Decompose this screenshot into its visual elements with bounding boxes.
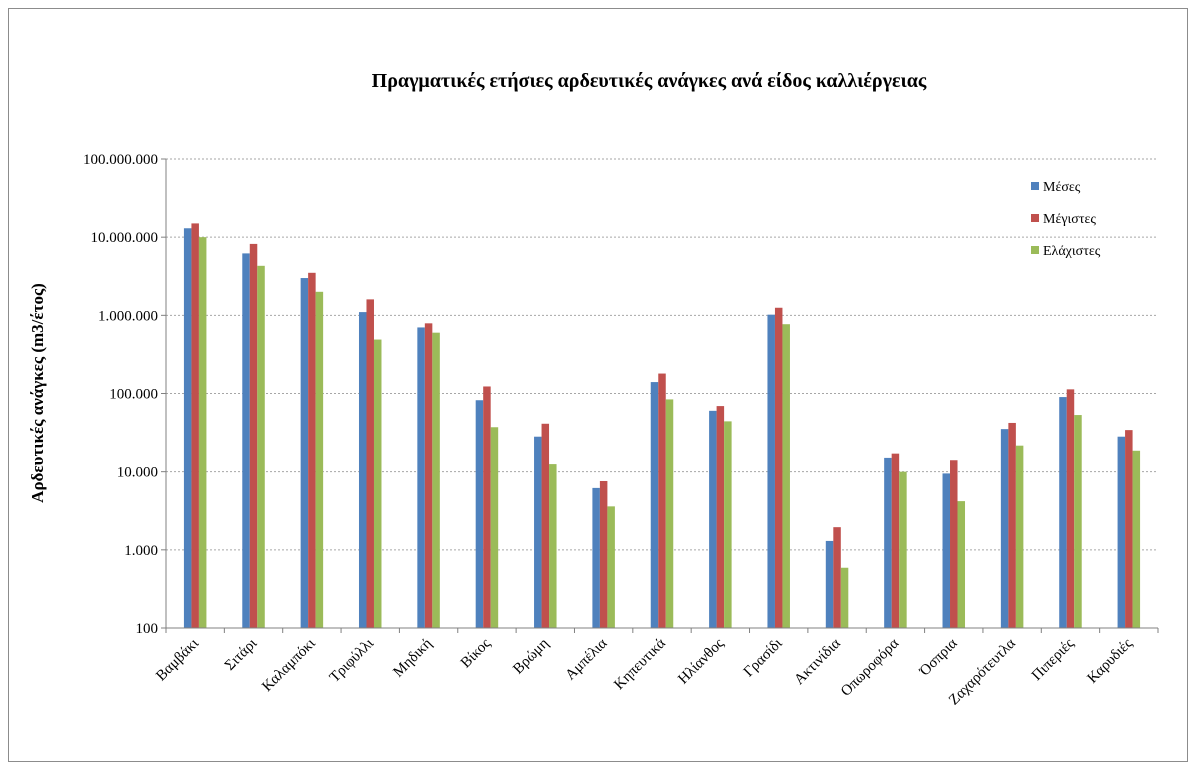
legend-swatch [1031, 182, 1039, 190]
bar [417, 327, 425, 628]
bar [191, 223, 199, 628]
bar [782, 324, 790, 628]
x-tick-label: Ηλίανθος [675, 635, 727, 687]
x-tick-label: Καρυδιές [1084, 635, 1135, 686]
y-axis-label: Αρδευτικές ανάγκες (m3/έτος) [28, 283, 47, 503]
x-tick-label: Σιτάρι [222, 636, 260, 674]
x-tick-label: Αμπέλια [563, 635, 611, 683]
x-tick-label: Κηπευτικά [611, 635, 669, 693]
bar [475, 400, 484, 628]
x-tick-label: Γρασίδι [741, 636, 786, 681]
x-tick-label: Ακτινίδια [791, 635, 844, 688]
bar [1066, 389, 1075, 628]
x-tick-label: Βρώμη [510, 635, 552, 677]
y-tick-label: 1.000.000 [98, 308, 158, 324]
bar [658, 373, 666, 628]
bar [308, 272, 316, 628]
legend-label: Ελάχιστες [1043, 244, 1101, 259]
legend: Μέσες Μέγιστες Ελάχιστες [1031, 180, 1101, 259]
bar [366, 299, 374, 628]
bar [884, 457, 892, 628]
bar [840, 567, 849, 628]
y-tick-label: 1.000 [124, 543, 158, 559]
bar [549, 464, 557, 628]
y-tick-label: 100.000.000 [83, 152, 158, 168]
bar [534, 436, 542, 628]
bar [490, 427, 499, 628]
bar [833, 527, 841, 628]
bar [432, 332, 440, 628]
x-tick-label: Πιπεριές [1029, 635, 1077, 683]
y-tick-label: 10.000 [117, 465, 158, 481]
x-tick-label: Όσπρια [916, 635, 961, 680]
bar [665, 399, 674, 628]
bar [1074, 415, 1082, 628]
bar [607, 506, 615, 628]
bar [767, 314, 775, 628]
bar [541, 423, 550, 628]
chart-title: Πραγματικές ετήσιες αρδευτικές ανάγκες α… [372, 70, 927, 92]
bar [249, 243, 258, 628]
legend-swatch [1031, 214, 1039, 222]
bar [1125, 430, 1133, 628]
bar [483, 386, 491, 628]
bar [1132, 450, 1141, 628]
axes [161, 158, 1159, 633]
legend-label: Μέσες [1043, 180, 1081, 195]
x-tick-label: Βίκος [458, 635, 494, 671]
bar [650, 382, 659, 628]
bar [424, 323, 433, 628]
bar [942, 473, 951, 628]
bar [257, 265, 265, 628]
bar [315, 291, 324, 628]
legend-swatch [1031, 246, 1039, 254]
bar [1015, 445, 1024, 628]
x-tick-label: Τριφύλλι [327, 636, 377, 686]
bar [724, 421, 732, 628]
bar [592, 487, 600, 628]
x-tick-label: Βαμβάκι [153, 636, 202, 685]
bar [950, 460, 958, 628]
y-tick-label: 100.000 [109, 387, 158, 403]
bar [891, 453, 900, 628]
bar [599, 480, 608, 628]
bar [957, 501, 966, 628]
bar [1000, 429, 1009, 628]
bar [358, 312, 367, 628]
bars [183, 223, 1141, 628]
bar [716, 406, 725, 628]
bar [242, 253, 250, 628]
y-tick-labels: 100 1.000 10.000 100.000 1.000.000 10.000.000… [83, 152, 158, 637]
x-tick-label: Καλαμπόκι [259, 636, 318, 695]
bar [198, 237, 207, 628]
bar [300, 278, 309, 628]
bar [1008, 422, 1016, 628]
bar [899, 471, 907, 628]
y-tick-label: 10.000.000 [91, 230, 159, 246]
bar [709, 410, 717, 628]
legend-label: Μέγιστες [1043, 212, 1096, 227]
x-tick-label: Οπωροφόρα [838, 635, 902, 699]
bar [774, 307, 783, 628]
bar [1117, 436, 1126, 628]
bar [183, 228, 192, 628]
x-tick-label: Μηδική [390, 635, 435, 680]
bar [1059, 397, 1067, 628]
y-tick-label: 100 [136, 621, 159, 637]
bar [373, 339, 382, 628]
bar [825, 540, 834, 628]
